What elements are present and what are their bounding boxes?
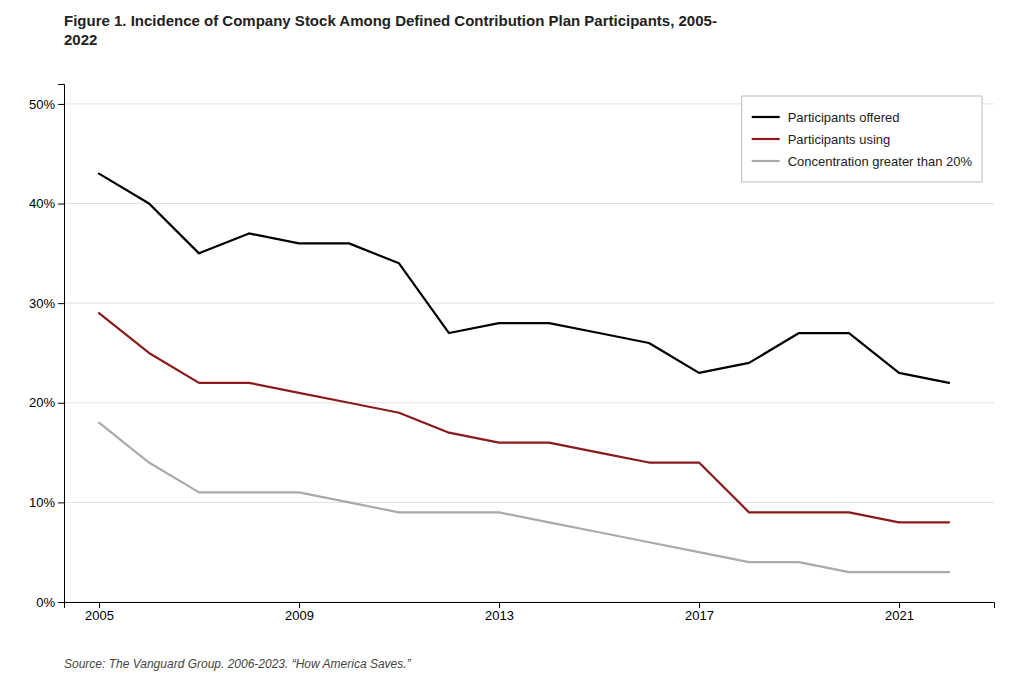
y-tick-mark: [58, 602, 64, 603]
grid-line: [64, 303, 994, 304]
y-tick: 50%: [29, 97, 64, 112]
x-tick-mark: [499, 602, 500, 608]
legend-swatch: [752, 160, 780, 162]
x-tick-mark: [699, 602, 700, 608]
legend-box: [742, 96, 982, 182]
series-line: [99, 174, 949, 383]
y-tick: 0%: [36, 595, 64, 610]
x-tick-label: 2013: [485, 608, 514, 623]
legend-item: Participants using: [752, 132, 891, 147]
y-tick-label: 50%: [29, 97, 55, 112]
legend-swatch: [752, 116, 780, 118]
lines: [99, 174, 949, 572]
legend-label: Concentration greater than 20%: [788, 154, 973, 169]
y-tick-mark: [58, 204, 64, 205]
title-line: Figure 1. Incidence of Company Stock Amo…: [64, 12, 717, 29]
x-axis: 2005 2009 2013 2017 2021: [65, 602, 995, 623]
y-tick-label: 20%: [29, 395, 55, 410]
x-tick: 2017: [685, 602, 714, 623]
x-tick: 2005: [85, 602, 114, 623]
y-tick-label: 10%: [29, 495, 55, 510]
grid-line: [64, 502, 994, 503]
annotation: Source: The Vanguard Group. 2006-2023. “…: [64, 657, 412, 671]
legend-item: Participants offered: [752, 110, 900, 125]
y-axis-line: [58, 85, 65, 603]
grid-line: [64, 203, 994, 204]
chart: Figure 1. Incidence of Company Stock Amo…: [0, 0, 1024, 686]
y-tick: 40%: [29, 196, 64, 211]
x-tick-label: 2009: [285, 608, 314, 623]
plot: 2005 2009 2013 2017 2021 0% 10% 20% 30% 40% 50% Par…: [29, 85, 995, 624]
legend-item: Concentration greater than 20%: [752, 154, 973, 169]
x-tick-label: 2005: [85, 608, 114, 623]
legend-swatch: [752, 138, 780, 140]
x-tick-mark: [99, 602, 100, 608]
legend-label: Participants offered: [788, 110, 900, 125]
x-axis-line: [65, 603, 995, 609]
x-tick-mark: [899, 602, 900, 608]
y-tick-label: 30%: [29, 296, 55, 311]
legend-label: Participants using: [788, 132, 891, 147]
y-tick: 30%: [29, 296, 64, 311]
grid-line: [64, 402, 994, 403]
y-tick: 20%: [29, 395, 64, 410]
series-line: [99, 423, 949, 572]
y-tick-label: 0%: [36, 595, 55, 610]
title-line: 2022: [64, 31, 97, 48]
y-tick-mark: [58, 104, 64, 105]
y-tick-label: 40%: [29, 196, 55, 211]
y-tick: 10%: [29, 495, 64, 510]
x-tick-label: 2021: [885, 608, 914, 623]
x-tick: 2021: [885, 602, 914, 623]
x-tick-mark: [299, 602, 300, 608]
legend: Participants offered Participants using Co…: [742, 96, 982, 182]
y-tick-mark: [58, 303, 64, 304]
x-tick-label: 2017: [685, 608, 714, 623]
series-line: [99, 313, 949, 522]
x-tick: 2009: [285, 602, 314, 623]
y-tick-mark: [58, 403, 64, 404]
title: Figure 1. Incidence of Company Stock Amo…: [64, 12, 717, 48]
y-tick-mark: [58, 502, 64, 503]
x-tick: 2013: [485, 602, 514, 623]
y-axis: 0% 10% 20% 30% 40% 50%: [29, 85, 65, 610]
